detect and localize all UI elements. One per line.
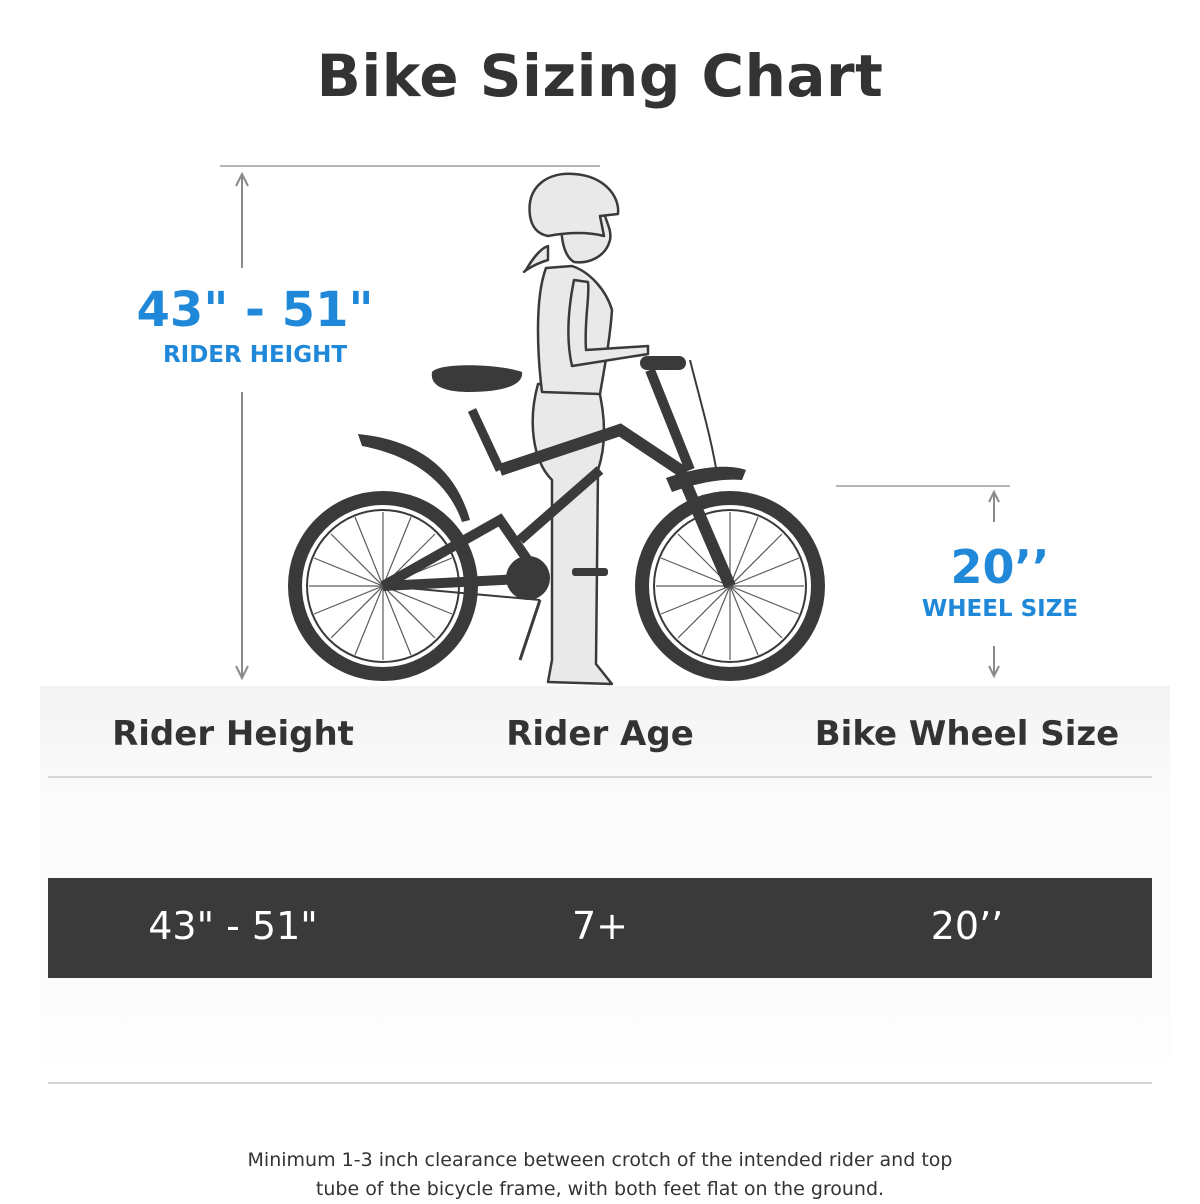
rider-height-measure [220,165,600,681]
rider-height-value: 43" - 51" [136,282,374,338]
sizing-table-background [40,686,1170,1062]
bike-illustration [220,165,1010,686]
page-title: Bike Sizing Chart [316,42,884,110]
clearance-note: Minimum 1-3 inch clearance between crotc… [180,1146,1020,1204]
note-line: Minimum 1-3 inch clearance between crotc… [247,1149,953,1171]
footer-divider [48,1082,1152,1084]
cell-rider-height: 43" - 51" [148,904,318,948]
cell-wheel-size: 20’’ [930,904,1004,948]
rider-figure [522,172,650,686]
header-divider [48,776,1152,778]
bike-figure [288,356,825,681]
table-row: 43" - 51" 7+ 20’’ [48,878,1152,978]
cell-rider-age: 7+ [571,904,629,948]
rider-height-label: RIDER HEIGHT [162,342,348,368]
wheel-size-value: 20’’ [950,540,1050,594]
header-wheel-size: Bike Wheel Size [814,714,1120,754]
note-line: tube of the bicycle frame, with both fee… [315,1178,885,1200]
wheel-size-label: WHEEL SIZE [921,596,1079,622]
table-header-row: Rider Height Rider Age Bike Wheel Size [48,714,1152,768]
wheel-size-measure [836,485,1010,679]
header-rider-age: Rider Age [506,714,694,754]
header-rider-height: Rider Height [112,714,354,754]
